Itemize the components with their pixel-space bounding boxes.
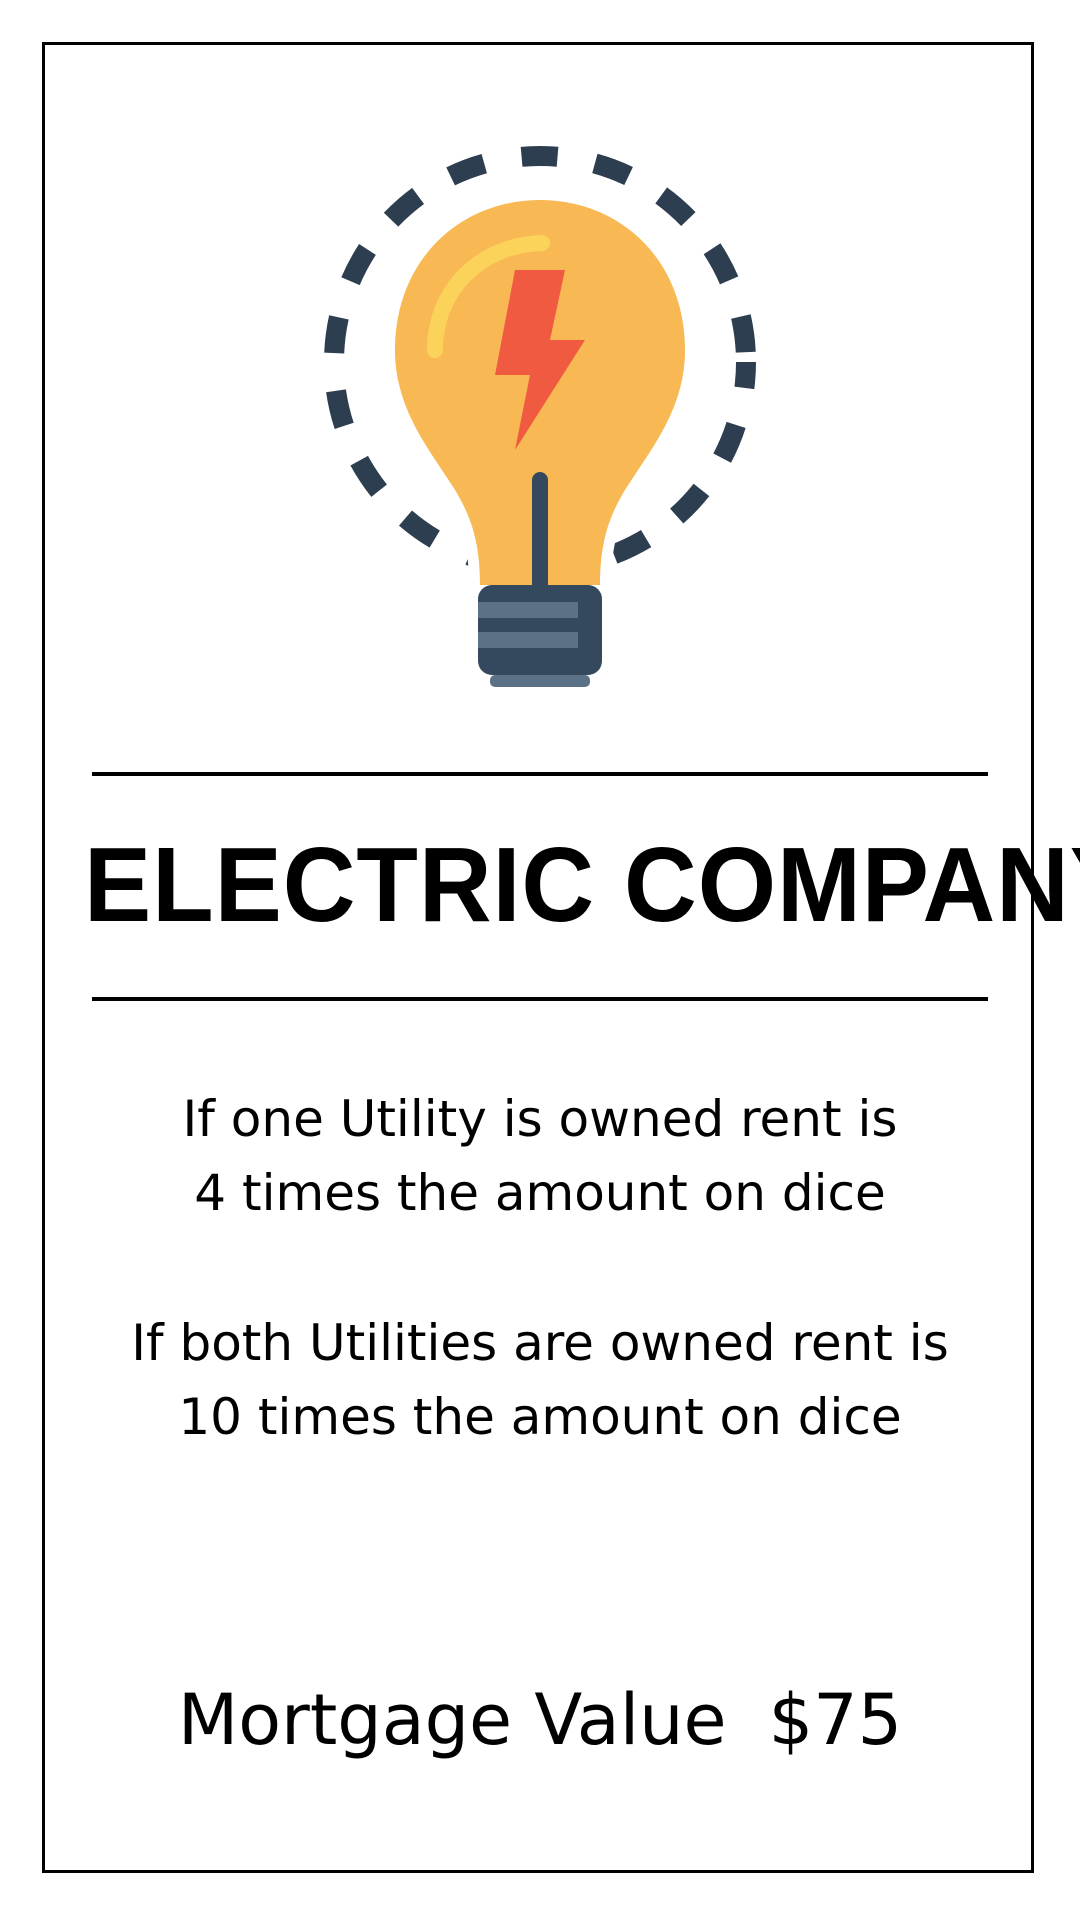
rent-rule-line-4: 10 times the amount on dice [178,1388,902,1446]
property-title: ELECTRIC COMPANY [84,826,1080,944]
mortgage-value: Mortgage Value $75 [60,1672,1020,1768]
dashed-ring [324,146,756,578]
lightbulb-icon [324,146,756,687]
rent-rule-line-2: 4 times the amount on dice [194,1164,886,1222]
divider-top [92,772,988,776]
rent-rule-line-1: If one Utility is owned rent is [182,1090,898,1148]
mortgage-label: Mortgage Value [177,1679,727,1761]
lightning-bolt-icon [495,270,585,450]
bulb-highlight [427,235,550,358]
divider-bottom [92,997,988,1001]
mortgage-amount: $75 [768,1679,903,1761]
rent-rule-line-3: If both Utilities are owned rent is [131,1314,949,1372]
bulb-base [478,585,602,675]
